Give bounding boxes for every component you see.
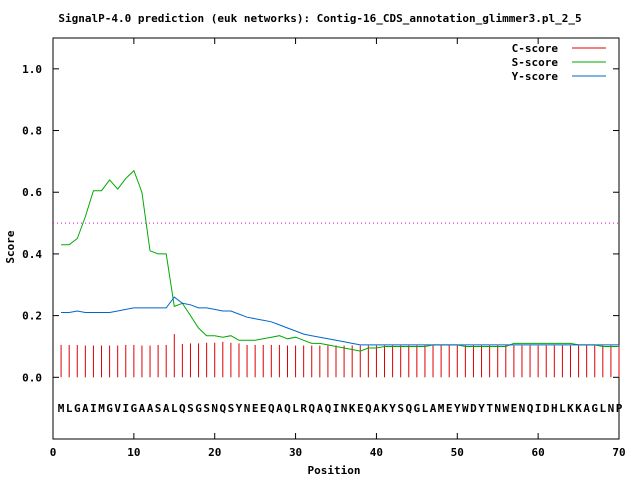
- sequence-residue: Q: [527, 402, 534, 415]
- sequence-residue: Q: [365, 402, 372, 415]
- sequence-residue: N: [244, 402, 251, 415]
- y-tick-label: 0.4: [22, 248, 42, 261]
- sequence-residue: E: [252, 402, 259, 415]
- sequence-residue: I: [122, 402, 129, 415]
- sequence-residue: I: [333, 402, 340, 415]
- sequence-residue: E: [260, 402, 267, 415]
- sequence-residue: A: [583, 402, 590, 415]
- plot-frame: [52, 37, 620, 440]
- sequence-residue: N: [494, 402, 501, 415]
- x-tick-label: 70: [612, 446, 625, 459]
- sequence-residue: A: [430, 402, 437, 415]
- sequence-residue: H: [551, 402, 558, 415]
- legend-label-c-score: C-score: [512, 42, 559, 55]
- sequence-residue: M: [98, 402, 105, 415]
- sequence-residue: Y: [389, 402, 396, 415]
- sequence-residue: N: [608, 402, 615, 415]
- legend-label-s-score: S-score: [512, 56, 559, 69]
- sequence-residue: Q: [308, 402, 315, 415]
- sequence-residue: A: [276, 402, 283, 415]
- sequence-residue: Q: [219, 402, 226, 415]
- sequence-residue: S: [203, 402, 210, 415]
- sequence-residue: A: [373, 402, 380, 415]
- sequence-residue: L: [600, 402, 607, 415]
- sequence-residue: S: [397, 402, 404, 415]
- y-tick-label: 1.0: [22, 63, 42, 76]
- y-score-line: [61, 296, 619, 346]
- sequence-residue: Q: [405, 402, 412, 415]
- sequence-residue: E: [357, 402, 364, 415]
- sequence-residue: K: [349, 402, 356, 415]
- sequence-residue: M: [438, 402, 445, 415]
- sequence-residue: Y: [478, 402, 485, 415]
- y-axis-label: Score: [4, 230, 17, 263]
- sequence-residue: K: [567, 402, 574, 415]
- sequence-residue: D: [470, 402, 477, 415]
- x-tick-label: 0: [50, 446, 57, 459]
- x-tick-label: 40: [370, 446, 383, 459]
- legend: C-score S-score Y-score: [512, 42, 606, 83]
- sequence-residue: L: [66, 402, 73, 415]
- sequence-residue: V: [114, 402, 121, 415]
- sequence-residue: G: [414, 402, 421, 415]
- sequence-residue: A: [82, 402, 89, 415]
- sequence-residue: G: [131, 402, 138, 415]
- sequence-residue: L: [422, 402, 429, 415]
- sequence-residue: Q: [179, 402, 186, 415]
- sequence-residue: G: [195, 402, 202, 415]
- sequence-residue: L: [559, 402, 566, 415]
- sequence-residue: K: [575, 402, 582, 415]
- x-tick-label: 30: [289, 446, 302, 459]
- sequence-residue: A: [163, 402, 170, 415]
- sequence-residue: Q: [325, 402, 332, 415]
- sequence-residue: M: [58, 402, 65, 415]
- sequence-residue: L: [292, 402, 299, 415]
- chart-title: SignalP-4.0 prediction (euk networks): C…: [58, 12, 581, 25]
- sequence-residue: S: [155, 402, 162, 415]
- x-tick-label: 10: [127, 446, 140, 459]
- y-tick-label: 0.8: [22, 125, 42, 138]
- sequence-residue: G: [591, 402, 598, 415]
- sequence-residue: N: [211, 402, 218, 415]
- sequence-residue: Q: [268, 402, 275, 415]
- sequence-residue: R: [300, 402, 307, 415]
- sequence-residue: I: [90, 402, 97, 415]
- sequence-residue: G: [106, 402, 113, 415]
- sequence-residue: I: [535, 402, 542, 415]
- sequence-residue: D: [543, 402, 550, 415]
- sequence-residue: Y: [454, 402, 461, 415]
- sequence-residue: A: [317, 402, 324, 415]
- sequence-residue: L: [171, 402, 178, 415]
- sequence-residue: W: [462, 402, 469, 415]
- sequence-residue: K: [381, 402, 388, 415]
- y-tick-label: 0.6: [22, 186, 42, 199]
- y-tick-label: 0.0: [22, 371, 42, 384]
- sequence-residue: Q: [284, 402, 291, 415]
- sequence-residue: A: [139, 402, 146, 415]
- sequence-residue: S: [228, 402, 235, 415]
- x-tick-label: 20: [208, 446, 221, 459]
- s-score-line: [61, 169, 619, 352]
- sequence-residue: E: [511, 402, 518, 415]
- sequence-residue: T: [486, 402, 493, 415]
- sequence-residue: E: [446, 402, 453, 415]
- legend-label-y-score: Y-score: [512, 70, 559, 83]
- sequence-residue: P: [616, 402, 623, 415]
- x-tick-label: 50: [451, 446, 464, 459]
- x-axis-label: Position: [308, 464, 361, 477]
- sequence-residue: S: [187, 402, 194, 415]
- sequence-residue: Y: [236, 402, 243, 415]
- sequence-residue: W: [502, 402, 509, 415]
- x-tick-label: 60: [532, 446, 545, 459]
- sequence-residue: A: [147, 402, 154, 415]
- sequence-residue: N: [519, 402, 526, 415]
- y-tick-label: 0.2: [22, 310, 42, 323]
- sequence-residue: G: [74, 402, 81, 415]
- sequence-residue: N: [341, 402, 348, 415]
